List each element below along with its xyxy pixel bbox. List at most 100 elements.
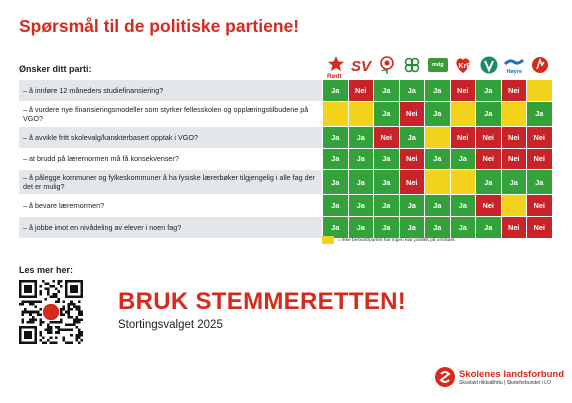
page-title: Spørsmål til de politiske partiene! [19, 16, 300, 36]
answer-cell-v: Nei [475, 126, 501, 148]
answer-cell-ap: Ja [373, 195, 399, 217]
answer-cell-h: Ja [500, 170, 526, 195]
table-row: – å innføre 12 måneders studiefinansieri… [19, 80, 554, 102]
answer-cell-ap: Ja [373, 170, 399, 195]
answer-cell-mdg: Ja [424, 148, 450, 170]
answer-cell-ap: Ja [373, 80, 399, 101]
answer-cell-sp: Ja [398, 80, 424, 101]
answer-cell-h [500, 101, 526, 126]
answer-cell-frp: Nei [526, 195, 552, 217]
answer-cell-rodt [322, 101, 348, 126]
party-logos: SV mdg KrF [323, 55, 553, 75]
answer-cell-krf [449, 101, 475, 126]
org-name: Skolenes landsforbund [459, 368, 565, 380]
svg-text:SV: SV [351, 58, 373, 75]
answer-cell-sv: Ja [347, 195, 373, 217]
table-row: – å pålegge kommuner og fylkeskommuner å… [19, 170, 554, 196]
sv-logo: SV [349, 55, 375, 75]
answer-cell-mdg: Ja [424, 195, 450, 217]
answer-cell-v: Ja [475, 217, 501, 238]
answer-cell-mdg [424, 170, 450, 195]
answer-cell-ap: Ja [373, 101, 399, 126]
frp-logo [527, 55, 553, 75]
answer-cell-sv: Ja [347, 170, 373, 195]
table-row: – å vurdere nye finansieringsmodeller so… [19, 101, 554, 127]
answer-cell-h: Nei [500, 148, 526, 170]
question-text: – å jobbe imot en nivådeling av elever i… [19, 217, 322, 238]
rodt-logo [323, 55, 349, 75]
answer-cell-sp: Nei [398, 170, 424, 195]
answer-cell-h: Nei [500, 126, 526, 148]
answer-cell-h: Nei [500, 80, 526, 101]
answer-cell-v: Nei [475, 195, 501, 217]
answer-cell-rodt: Ja [322, 195, 348, 217]
mdg-label: mdg [431, 62, 444, 68]
venstre-logo [476, 55, 502, 75]
mdg-logo: mdg [425, 55, 451, 75]
legend-swatch [322, 236, 334, 244]
answer-cell-ap: Ja [373, 148, 399, 170]
answer-cell-sv: Ja [347, 126, 373, 148]
question-text: – å vurdere nye finansieringsmodeller so… [19, 101, 322, 126]
answer-cell-v: Nei [475, 148, 501, 170]
question-text: – at brudd på lærernormen må få konsekve… [19, 148, 322, 170]
answer-cell-sp: Ja [398, 217, 424, 238]
rodt-label: Rødt [327, 73, 342, 80]
answer-cell-rodt: Ja [322, 217, 348, 238]
answer-cell-mdg: Ja [424, 80, 450, 101]
answer-cell-sp: Ja [398, 126, 424, 148]
answer-cell-frp: Nei [526, 148, 552, 170]
answer-cell-v: Ja [475, 170, 501, 195]
answer-cell-rodt: Ja [322, 148, 348, 170]
answer-cell-rodt: Ja [322, 80, 348, 101]
answer-cell-frp: Nei [526, 217, 552, 238]
answer-cell-sp: Nei [398, 148, 424, 170]
answer-cell-v: Ja [475, 80, 501, 101]
answer-cell-mdg: Ja [424, 217, 450, 238]
answer-cell-frp: Ja [526, 101, 552, 126]
answer-cell-ap: Ja [373, 217, 399, 238]
question-text: – å pålegge kommuner og fylkeskommuner å… [19, 170, 322, 195]
answer-cell-mdg [424, 126, 450, 148]
answer-cell-sv [347, 101, 373, 126]
answer-cell-ap: Nei [373, 126, 399, 148]
answer-cell-krf: Nei [449, 126, 475, 148]
cta-heading: BRUK STEMMERETTEN! [118, 288, 407, 315]
question-text: – å avvikle fritt skolevalg/karakterbase… [19, 126, 322, 148]
answer-table: – å innføre 12 måneders studiefinansieri… [19, 80, 554, 239]
read-more-label: Les mer her: [19, 265, 74, 275]
answer-cell-krf: Ja [449, 195, 475, 217]
answer-cell-krf: Ja [449, 217, 475, 238]
legend: = ikke besvart/partiet har ingen klar po… [322, 236, 456, 244]
answer-cell-h: Nei [500, 217, 526, 238]
table-row: – å bevare lærernormen? Ja Ja Ja Ja Ja Ja Nei Ne… [19, 195, 554, 218]
answer-cell-krf: Nei [449, 80, 475, 101]
cta-subheading: Stortingsvalget 2025 [118, 319, 223, 331]
question-text: – å innføre 12 måneders studiefinansieri… [19, 80, 322, 101]
krf-logo: KrF [451, 55, 477, 75]
qr-code[interactable] [19, 280, 83, 344]
hoyre-label: Høyre [506, 69, 523, 75]
answer-cell-v: Ja [475, 101, 501, 126]
answer-cell-mdg: Ja [424, 101, 450, 126]
answer-cell-rodt: Ja [322, 126, 348, 148]
svg-text:KrF: KrF [459, 63, 472, 70]
question-text: – å bevare lærernormen? [19, 195, 322, 217]
table-row: – å jobbe imot en nivådeling av elever i… [19, 217, 554, 239]
table-subtitle: Ønsker ditt parti: [19, 64, 92, 74]
org-logo-icon [435, 367, 455, 387]
hoyre-logo: Høyre [502, 55, 528, 75]
answer-cell-frp [526, 80, 552, 101]
table-row: – å avvikle fritt skolevalg/karakterbase… [19, 126, 554, 149]
answer-cell-h [500, 195, 526, 217]
rose-icon [374, 55, 400, 75]
answer-cell-sv: Nei [347, 80, 373, 101]
answer-cell-krf: Ja [449, 148, 475, 170]
org-subtitle: Skuvlaid riikkaliihttu | Skoleforbundet … [459, 379, 551, 386]
answer-cell-krf [449, 170, 475, 195]
answer-cell-sv: Ja [347, 148, 373, 170]
answer-cell-sp: Ja [398, 195, 424, 217]
answer-cell-rodt: Ja [322, 170, 348, 195]
answer-cell-frp: Ja [526, 170, 552, 195]
answer-cell-sp: Nei [398, 101, 424, 126]
